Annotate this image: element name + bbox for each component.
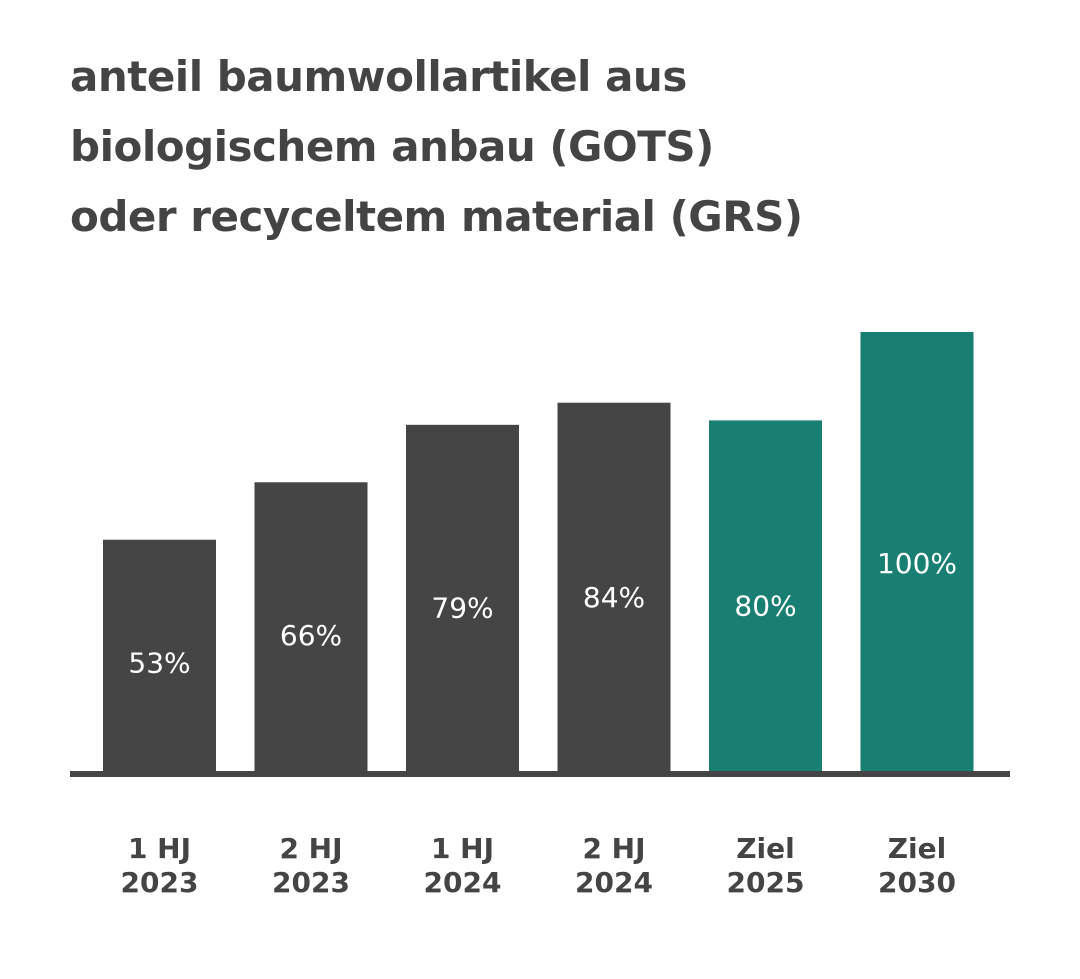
x-tick-label-3-line-1: 1 HJ bbox=[431, 832, 494, 865]
bar-3 bbox=[406, 424, 519, 774]
x-tick-label-5-line-1: Ziel bbox=[736, 832, 795, 865]
x-tick-label-4-line-1: 2 HJ bbox=[582, 832, 645, 865]
bar-value-label-5: 80% bbox=[734, 589, 796, 622]
x-tick-label-4-line-2: 2024 bbox=[575, 866, 653, 899]
x-tick-label-6-line-1: Ziel bbox=[888, 832, 947, 865]
chart-title-line-3: oder recyceltem material (GRS) bbox=[70, 192, 803, 241]
bar-4 bbox=[557, 402, 671, 774]
bar-value-label-3: 79% bbox=[431, 591, 493, 624]
x-tick-label-2-line-2: 2023 bbox=[272, 866, 350, 899]
bar-value-label-4: 84% bbox=[583, 581, 645, 614]
x-tick-label-6-line-2: 2030 bbox=[878, 866, 956, 899]
bar-5 bbox=[709, 420, 822, 774]
x-tick-label-1-line-2: 2023 bbox=[121, 866, 199, 899]
bar-1 bbox=[103, 539, 216, 774]
x-tick-label-5-line-2: 2025 bbox=[727, 866, 805, 899]
bar-2 bbox=[254, 482, 368, 774]
bar-6 bbox=[860, 332, 974, 774]
chart-title-line-2: biologischem anbau (GOTS) bbox=[70, 122, 714, 171]
bar-value-label-2: 66% bbox=[280, 619, 342, 652]
bar-value-label-1: 53% bbox=[128, 647, 190, 680]
chart-title-line-1: anteil baumwollartikel aus bbox=[70, 52, 687, 101]
x-tick-label-3-line-2: 2024 bbox=[424, 866, 502, 899]
x-tick-label-2-line-1: 2 HJ bbox=[279, 832, 342, 865]
x-tick-label-1-line-1: 1 HJ bbox=[128, 832, 191, 865]
chart-title: anteil baumwollartikel aus biologischem … bbox=[70, 42, 1050, 252]
bar-value-label-6: 100% bbox=[877, 547, 957, 580]
